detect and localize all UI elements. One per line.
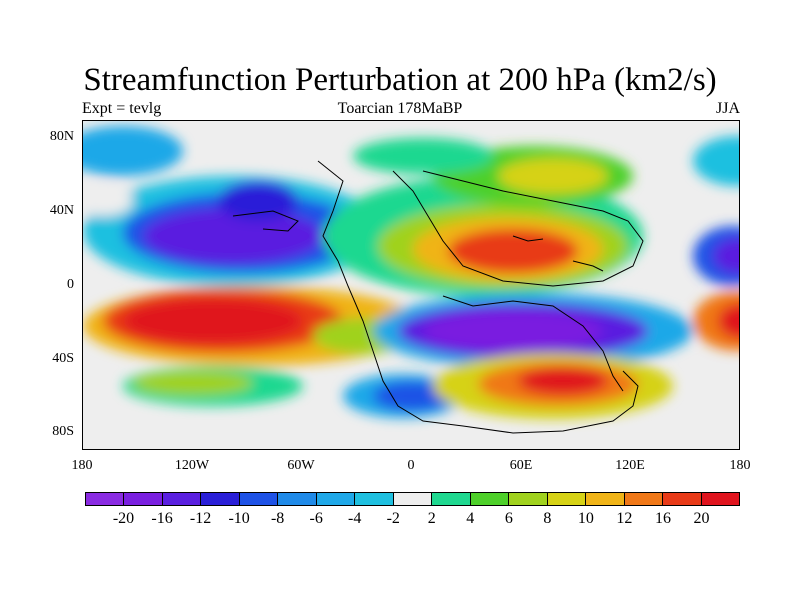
x-tick-60e: 60E — [509, 458, 533, 473]
y-tick-0: 0 — [67, 277, 74, 292]
colorbar-box — [509, 493, 548, 505]
colorbar-box — [239, 493, 279, 505]
colorbar-box — [586, 493, 625, 505]
plot-title: Streamfunction Perturbation at 200 hPa (… — [83, 62, 717, 98]
colorbar-label: -20 — [112, 510, 135, 527]
y-tick-40N: 40N — [49, 203, 74, 218]
colorbar-label: -6 — [309, 510, 323, 527]
colorbar-box — [624, 493, 664, 505]
colorbar-label: 12 — [616, 510, 633, 527]
colorbar-box — [162, 493, 202, 505]
colorbar-label: 10 — [577, 510, 594, 527]
colorbar-label: 16 — [654, 510, 671, 527]
y-tick-80S: 80S — [52, 424, 74, 439]
colorbar-label: -16 — [151, 510, 173, 527]
colorbar-box — [547, 493, 587, 505]
colorbar-label: -2 — [386, 510, 400, 527]
x-tick-180e: 180 — [729, 458, 751, 473]
colorbar — [85, 492, 740, 506]
colorbar-label: 8 — [543, 510, 552, 527]
colorbar-label: 2 — [427, 510, 436, 527]
colorbar-box — [663, 493, 702, 505]
colorbar-box — [470, 493, 510, 505]
period-label: Toarcian 178MaBP — [337, 100, 463, 117]
y-tick-40S: 40S — [52, 351, 74, 366]
x-tick-120e: 120E — [615, 458, 645, 473]
season-label: JJA — [715, 100, 740, 117]
x-tick-0: 0 — [407, 458, 415, 473]
x-tick-180w: 180 — [71, 458, 93, 473]
experiment-label: Expt = tevlg — [82, 100, 162, 117]
y-tick-80N: 80N — [49, 129, 74, 144]
x-tick-60w: 60W — [287, 458, 315, 473]
colorbar-label: -4 — [348, 510, 362, 527]
colorbar-box — [432, 493, 471, 505]
contour-fill-layer — [83, 126, 739, 419]
colorbar-label: 4 — [466, 510, 475, 527]
colorbar-box — [701, 493, 739, 505]
colorbar-label: -10 — [228, 510, 250, 527]
colorbar-label: -8 — [270, 510, 285, 527]
continent-outline — [232, 160, 644, 434]
colorbar-label: 6 — [504, 510, 513, 527]
x-tick-120w: 120W — [174, 458, 210, 473]
colorbar-box — [316, 493, 356, 505]
streamfunction-map — [82, 120, 740, 450]
colorbar-label: 20 — [693, 510, 710, 527]
colorbar-box — [201, 493, 240, 505]
colorbar-box — [278, 493, 317, 505]
colorbar-box — [124, 493, 163, 505]
colorbar-box — [355, 493, 394, 505]
colorbar-label: -12 — [189, 510, 212, 527]
colorbar-box — [393, 493, 433, 505]
colorbar-box — [86, 493, 125, 505]
